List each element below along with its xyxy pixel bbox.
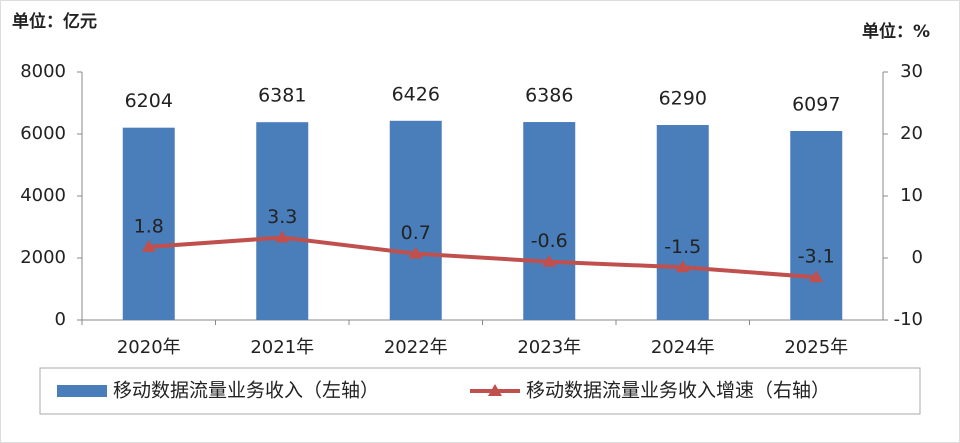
line-marker	[809, 270, 824, 283]
line-marker	[408, 246, 423, 259]
x-tick-label: 2020年	[117, 337, 181, 358]
line-marker	[675, 260, 690, 273]
y2-tick-label: 20	[900, 123, 923, 144]
line-value-label: 0.7	[401, 222, 431, 244]
y2-unit-label: 单位：%	[862, 21, 930, 42]
legend-label: 移动数据流量业务收入（左轴）	[113, 380, 379, 402]
line-value-label: -3.1	[798, 246, 835, 268]
y2-tick-label: -10	[894, 309, 923, 330]
y2-tick-label: 10	[900, 185, 923, 206]
bar-value-label: 6386	[525, 85, 573, 107]
bar	[122, 127, 175, 321]
legend-box	[39, 367, 921, 415]
y-tick-label: 8000	[20, 61, 66, 82]
bar-value-label: 6381	[258, 85, 306, 107]
line-marker	[141, 239, 156, 252]
line-marker	[275, 230, 290, 243]
legend-swatch	[57, 385, 107, 397]
line-value-label: -0.6	[531, 230, 568, 252]
line-marker	[542, 254, 557, 267]
y-tick-label: 4000	[20, 185, 66, 206]
x-tick-label: 2023年	[517, 337, 581, 358]
legend-label: 移动数据流量业务收入增速（右轴）	[526, 380, 830, 402]
y-tick-label: 2000	[20, 247, 66, 268]
bar	[656, 125, 709, 320]
bar	[256, 122, 309, 321]
legend-marker	[488, 384, 502, 396]
y-tick-label: 0	[55, 309, 66, 330]
y2-tick-label: 0	[912, 247, 923, 268]
bar	[389, 120, 442, 320]
y2-tick-label: 30	[900, 61, 923, 82]
bar	[523, 122, 576, 320]
line-value-label: 1.8	[134, 215, 164, 237]
y-tick-label: 6000	[20, 123, 66, 144]
bar-value-label: 6204	[125, 90, 173, 112]
bar-value-label: 6290	[659, 88, 707, 110]
bar	[790, 130, 843, 320]
x-tick-label: 2022年	[384, 337, 448, 358]
x-tick-label: 2025年	[784, 337, 848, 358]
line-value-label: 3.3	[267, 206, 297, 228]
line	[148, 235, 817, 280]
x-tick-label: 2024年	[651, 337, 715, 358]
x-tick-label: 2021年	[250, 337, 314, 358]
line-value-label: -1.5	[664, 236, 701, 258]
y-unit-label: 单位：亿元	[12, 11, 97, 32]
bar-value-label: 6426	[392, 83, 440, 105]
bar-value-label: 6097	[792, 93, 840, 115]
